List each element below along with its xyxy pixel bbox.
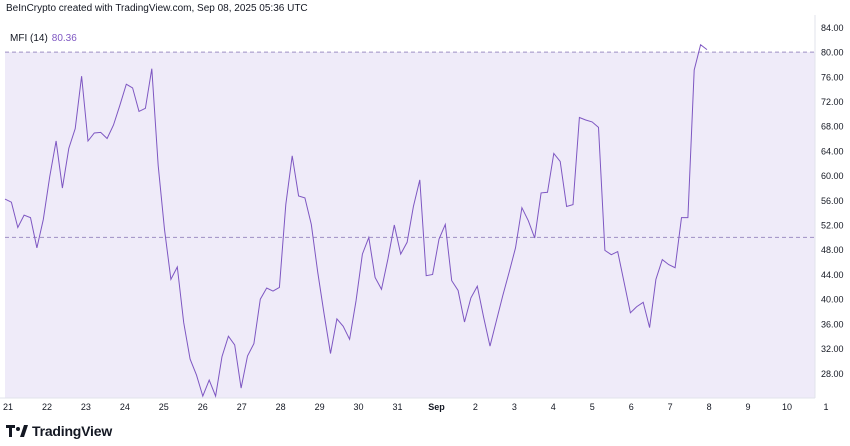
x-tick-label: 30 bbox=[354, 402, 364, 412]
x-tick-label: 23 bbox=[81, 402, 91, 412]
y-tick-label: 64.00 bbox=[821, 146, 844, 156]
y-tick-label: 48.00 bbox=[821, 245, 844, 255]
y-tick-label: 40.00 bbox=[821, 295, 844, 305]
x-tick-label: 2 bbox=[473, 402, 478, 412]
y-tick-label: 60.00 bbox=[821, 171, 844, 181]
x-tick-label: 5 bbox=[590, 402, 595, 412]
indicator-name: MFI (14) bbox=[10, 33, 48, 44]
x-tick-label: 21 bbox=[3, 402, 13, 412]
x-tick-label: 3 bbox=[512, 402, 517, 412]
tradingview-logo-icon bbox=[6, 425, 28, 437]
x-tick-label: 1 bbox=[823, 402, 828, 412]
indicator-value: 80.36 bbox=[51, 33, 77, 44]
mfi-chart[interactable]: 84.00 80.00 76.00 72.00 68.00 64.00 60.00 56.00… bbox=[0, 15, 850, 415]
x-tick-label: 4 bbox=[551, 402, 556, 412]
y-tick-label: 80.00 bbox=[821, 48, 844, 58]
x-tick-label: 28 bbox=[276, 402, 286, 412]
x-tick-label: 26 bbox=[198, 402, 208, 412]
chart-area[interactable]: 84.00 80.00 76.00 72.00 68.00 64.00 60.00 56.00… bbox=[0, 15, 850, 415]
y-tick-label: 84.00 bbox=[821, 23, 844, 33]
y-tick-label: 44.00 bbox=[821, 270, 844, 280]
x-tick-label: 24 bbox=[120, 402, 130, 412]
tradingview-brand: TradingView bbox=[32, 423, 113, 439]
y-tick-label: 68.00 bbox=[821, 122, 844, 132]
y-tick-label: 76.00 bbox=[821, 72, 844, 82]
y-tick-label: 56.00 bbox=[821, 196, 844, 206]
x-tick-label: 27 bbox=[237, 402, 247, 412]
chart-credit: BeInCrypto created with TradingView.com,… bbox=[6, 3, 308, 14]
y-tick-label: 28.00 bbox=[821, 369, 844, 379]
x-tick-label: 9 bbox=[746, 402, 751, 412]
x-tick-label: 8 bbox=[707, 402, 712, 412]
y-tick-label: 52.00 bbox=[821, 221, 844, 231]
y-tick-label: 72.00 bbox=[821, 97, 844, 107]
y-tick-label: 36.00 bbox=[821, 319, 844, 329]
tradingview-footer[interactable]: TradingView bbox=[6, 422, 112, 440]
x-tick-label: 25 bbox=[159, 402, 169, 412]
indicator-legend: MFI (14) 80.36 bbox=[10, 33, 77, 44]
x-tick-label: 6 bbox=[629, 402, 634, 412]
x-tick-label: 31 bbox=[392, 402, 402, 412]
x-tick-label: 22 bbox=[42, 402, 52, 412]
x-tick-label: 10 bbox=[782, 402, 792, 412]
x-tick-label: 29 bbox=[315, 402, 325, 412]
y-tick-label: 32.00 bbox=[821, 344, 844, 354]
mfi-series-line bbox=[4, 43, 708, 398]
x-tick-label: 7 bbox=[668, 402, 673, 412]
x-tick-label: Sep bbox=[428, 402, 445, 412]
